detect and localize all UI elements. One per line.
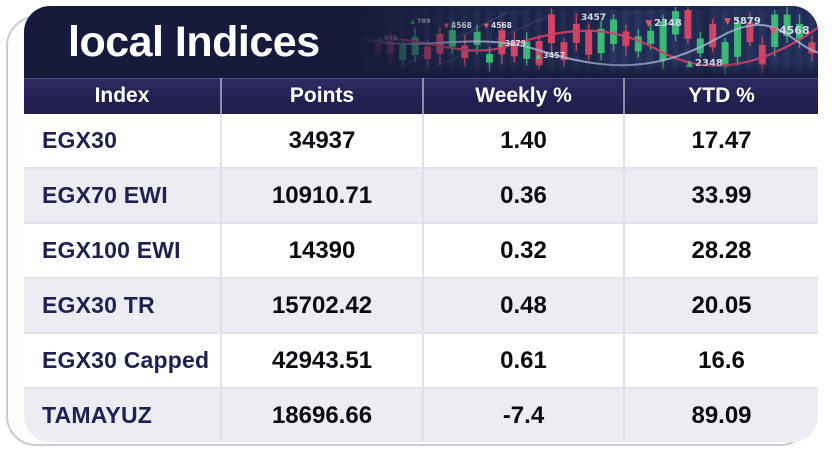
cell-points: 14390 <box>220 224 422 277</box>
trend-arrow-icon: ▲ <box>498 40 504 48</box>
cell-ytd: 28.28 <box>623 224 818 277</box>
column-header-weekly: Weekly % <box>422 78 623 114</box>
cell-ytd: 17.47 <box>623 114 818 167</box>
candle-up <box>672 11 679 35</box>
cell-points: 42943.51 <box>220 334 422 387</box>
trend-arrow-icon: ▲ <box>535 51 541 60</box>
cell-index: EGX30 Capped <box>42 347 210 373</box>
table-row: TAMAYUZ 18696.66 -7.4 89.09 <box>24 387 818 442</box>
candle-down <box>622 31 630 46</box>
card-header: local Indices ▲975▲789▼4568▼4568▲3879▲3 <box>24 6 818 78</box>
trend-arrow-icon: ▼ <box>769 26 777 37</box>
decor-price-label: 5879 <box>733 16 761 27</box>
trend-arrow-icon: ▼ <box>645 19 652 29</box>
cell-index: EGX30 <box>42 127 118 153</box>
cell-weekly: 0.32 <box>422 224 623 277</box>
cell-weekly: 0.48 <box>422 279 623 332</box>
candle-up <box>597 28 605 54</box>
cell-weekly: 0.61 <box>422 334 623 387</box>
column-header-index: Index <box>94 84 150 107</box>
candle-down <box>572 23 580 43</box>
candle-up <box>647 30 655 44</box>
cell-points: 10910.71 <box>220 169 422 222</box>
candle-up <box>721 41 729 67</box>
decor-price-label: 3457 <box>543 51 565 60</box>
trend-arrow-icon: ▼ <box>724 17 731 27</box>
cell-weekly: 1.40 <box>422 114 623 167</box>
column-header-points: Points <box>220 78 422 114</box>
cell-weekly: 0.36 <box>422 169 623 222</box>
candle-up <box>486 54 493 63</box>
candle-down <box>585 30 593 55</box>
candle-up <box>771 14 779 48</box>
cell-ytd: 33.99 <box>623 169 818 222</box>
candle-up <box>523 41 531 59</box>
table-row: EGX30 34937 1.40 17.47 <box>24 114 818 167</box>
cell-index: EGX70 EWI <box>42 182 168 208</box>
candle-up <box>796 23 803 40</box>
cell-ytd: 20.05 <box>623 279 818 332</box>
candle-up <box>696 38 704 54</box>
candle-down <box>560 42 568 61</box>
candle-down <box>548 14 555 44</box>
candle-up <box>659 21 667 60</box>
candle-down <box>746 22 754 43</box>
cell-index: EGX100 EWI <box>42 237 181 263</box>
table-row: EGX30 Capped 42943.51 0.61 16.6 <box>24 332 818 387</box>
card-title: local Indices <box>68 17 320 66</box>
candle-up <box>610 19 617 45</box>
table-header-row: Index Points Weekly % YTD % <box>24 78 818 114</box>
table-row: EGX30 TR 15702.42 0.48 20.05 <box>24 277 818 332</box>
candle-up <box>634 36 642 52</box>
local-indices-card: local Indices ▲975▲789▼4568▼4568▲3879▲3 <box>24 6 818 442</box>
cell-index: EGX30 TR <box>42 292 155 318</box>
candlestick-chart-decoration: ▲975▲789▼4568▼4568▲3879▲34573457▼2348▲23… <box>358 6 818 78</box>
column-header-ytd: YTD % <box>623 78 818 114</box>
table-body: EGX30 34937 1.40 17.47 EGX70 EWI 10910.71 0.36… <box>24 114 818 442</box>
candle-up <box>734 22 741 57</box>
table-row: EGX100 EWI 14390 0.32 28.28 <box>24 222 818 277</box>
cell-ytd: 16.6 <box>623 334 818 387</box>
cell-points: 34937 <box>220 114 422 167</box>
cell-ytd: 89.09 <box>623 389 818 442</box>
candle-down <box>535 40 543 66</box>
decor-price-label: 4568 <box>491 21 512 30</box>
candle-down <box>510 40 518 57</box>
cell-index: TAMAYUZ <box>42 402 153 428</box>
candle-up <box>783 14 791 36</box>
decor-price-label: 3879 <box>505 39 526 48</box>
decor-price-label: 4568 <box>779 24 810 37</box>
decor-price-label: 2348 <box>654 18 682 29</box>
candle-down <box>758 44 766 65</box>
cell-points: 15702.42 <box>220 279 422 332</box>
candle-down <box>709 23 717 48</box>
candle-down <box>808 42 816 54</box>
table-row: EGX70 EWI 10910.71 0.36 33.99 <box>24 167 818 222</box>
candle-down <box>684 10 692 39</box>
cell-points: 18696.66 <box>220 389 422 442</box>
decor-price-label: 3457 <box>581 13 606 23</box>
cell-weekly: -7.4 <box>422 389 623 442</box>
